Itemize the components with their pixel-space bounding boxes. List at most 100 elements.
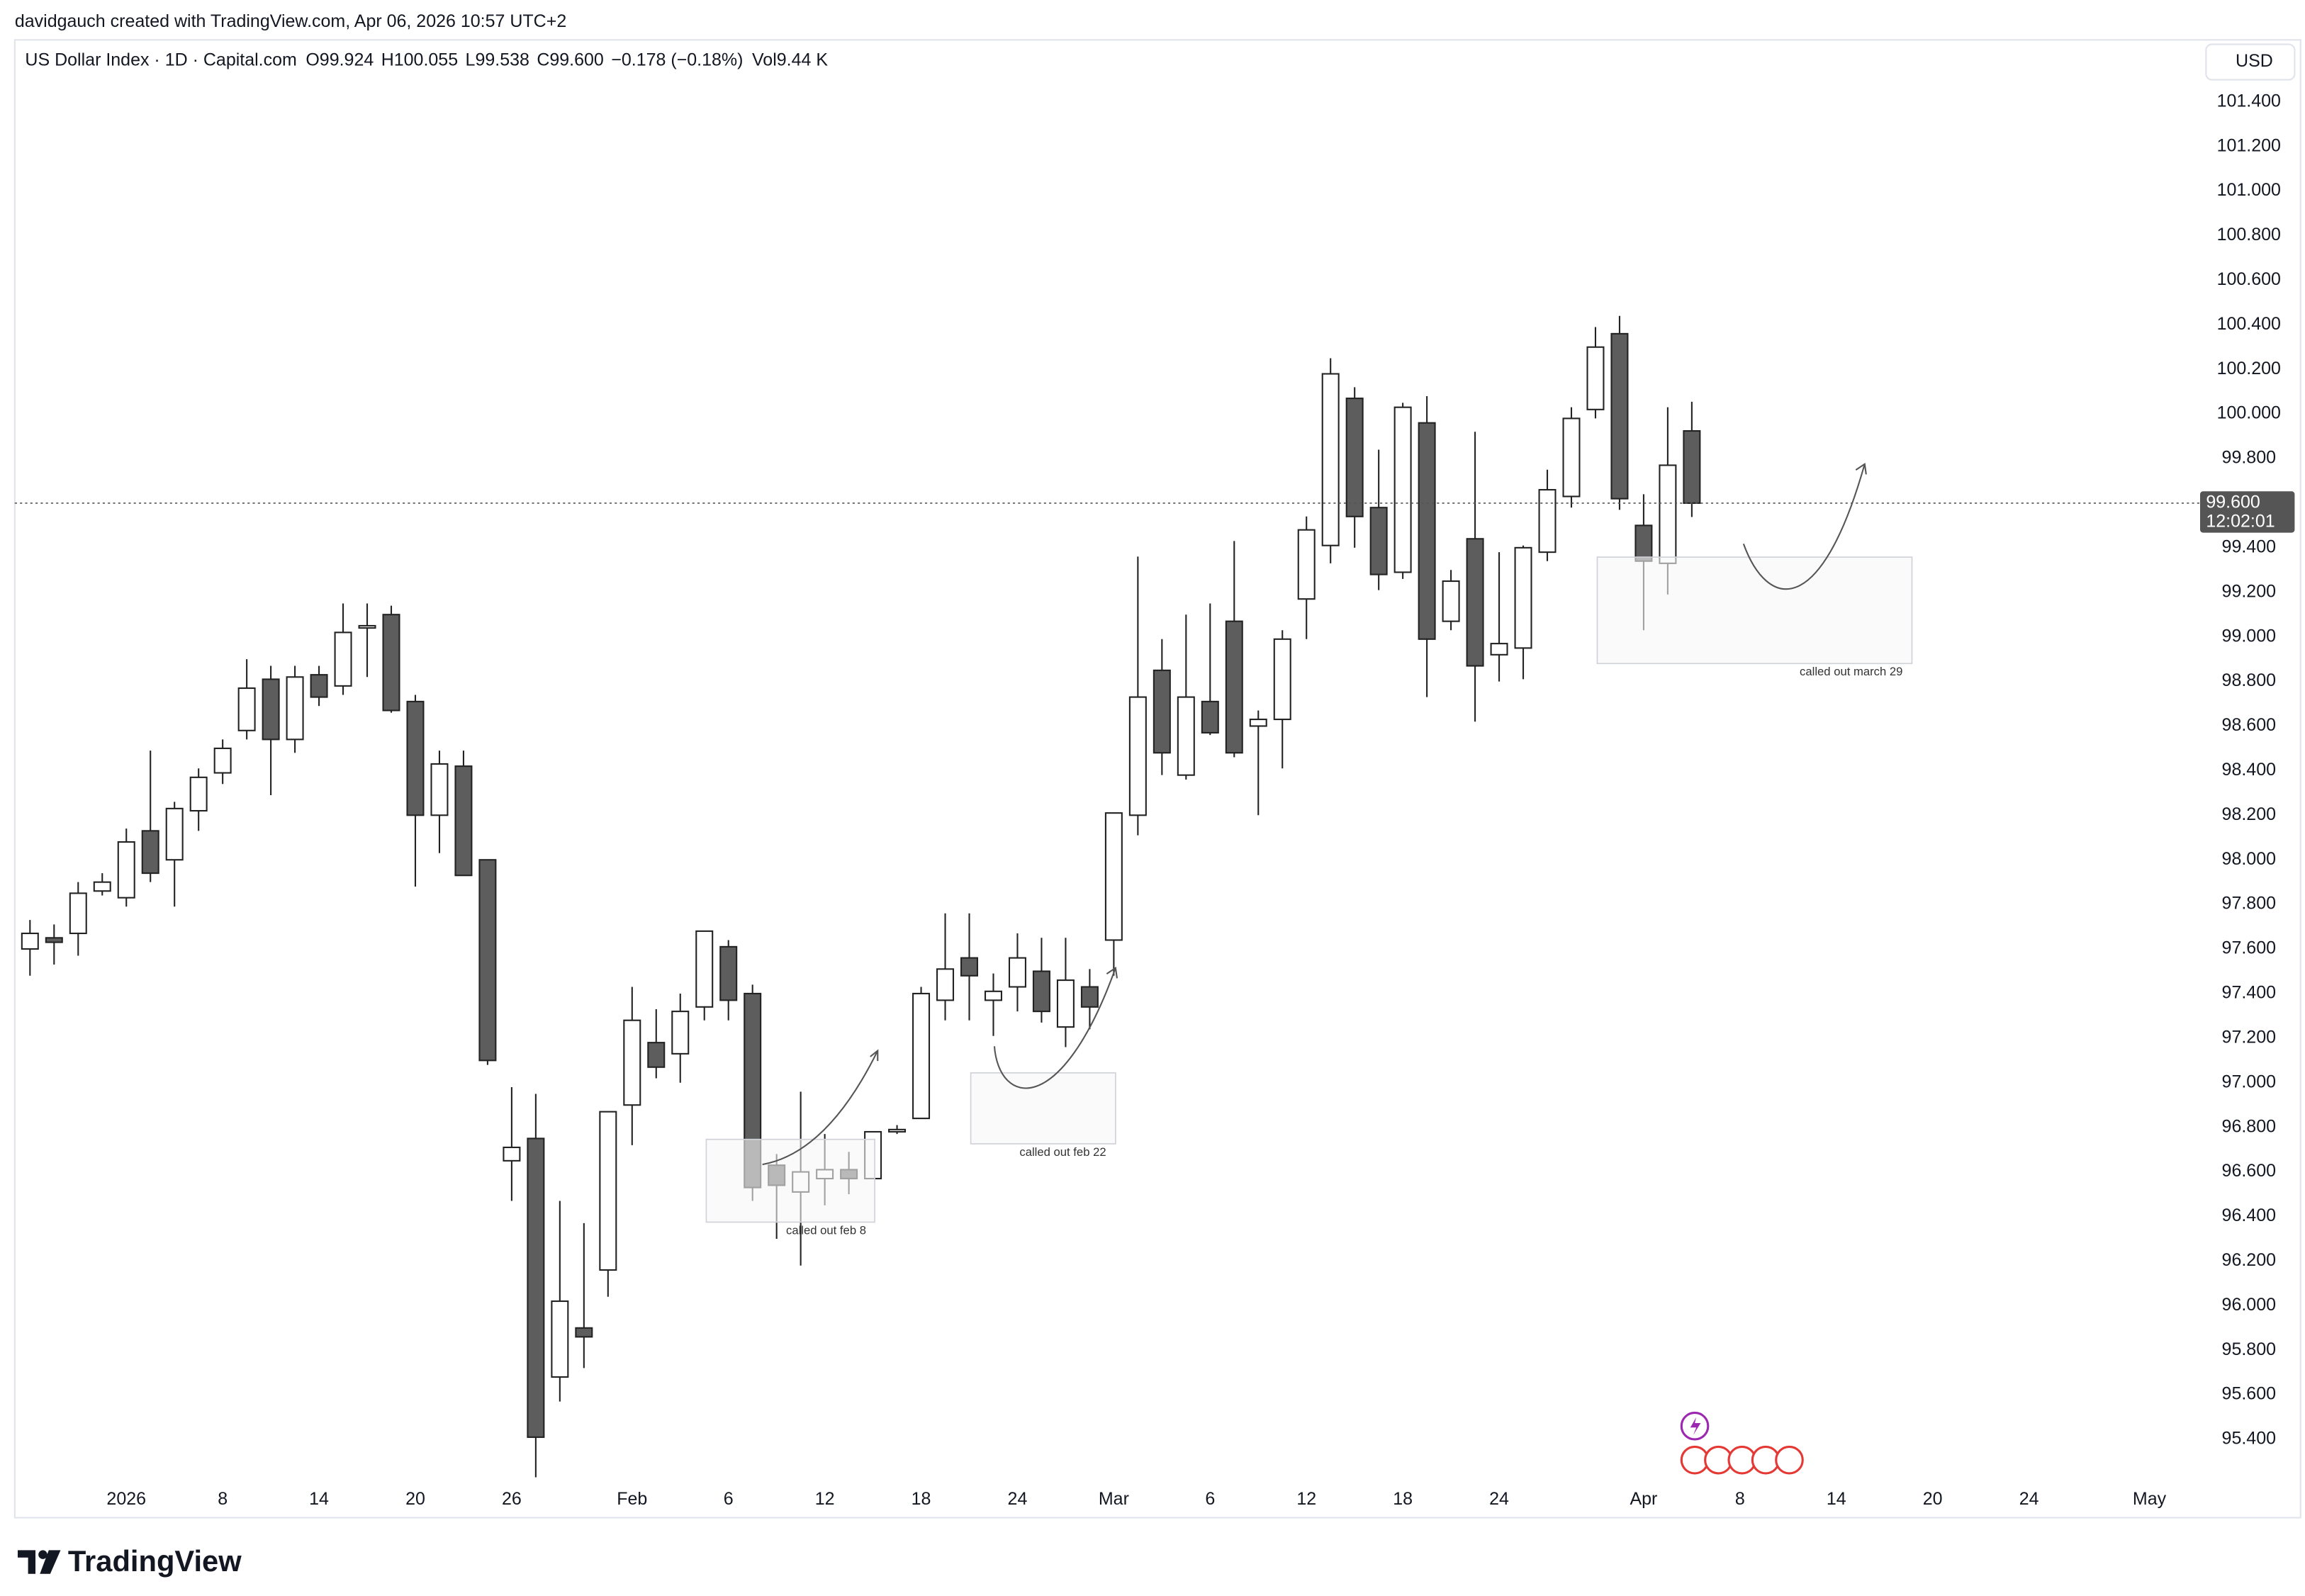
- candle-body: [623, 1019, 641, 1106]
- y-tick-label: 100.200: [2217, 359, 2281, 378]
- candle-body: [1321, 373, 1340, 546]
- y-tick-label: 98.200: [2222, 804, 2276, 824]
- candle-body: [93, 881, 111, 892]
- y-tick-label: 100.600: [2217, 269, 2281, 289]
- candle-body: [1201, 700, 1219, 734]
- y-tick-label: 97.000: [2222, 1072, 2276, 1091]
- candle-body: [1273, 638, 1291, 721]
- x-tick-label: 24: [1489, 1489, 1509, 1509]
- logo-mark: [18, 1550, 36, 1574]
- candle-body: [1104, 812, 1123, 941]
- candle-body: [1562, 417, 1581, 498]
- candle-body: [430, 763, 449, 816]
- price-label: 99.600: [2206, 493, 2260, 512]
- x-tick-label: 18: [1393, 1489, 1413, 1509]
- candle-body: [45, 937, 63, 943]
- y-tick-label: 99.200: [2222, 581, 2276, 601]
- brand: TradingView: [68, 1544, 242, 1578]
- candle-body: [141, 830, 159, 875]
- x-tick-label: 24: [1008, 1489, 1028, 1509]
- x-tick-label: 6: [724, 1489, 734, 1509]
- candle-body: [1610, 332, 1629, 500]
- candle-body: [671, 1011, 690, 1055]
- candle-body: [1080, 986, 1099, 1008]
- legend-value: 9.44 K: [777, 50, 829, 69]
- candle-body: [334, 631, 352, 687]
- annotation: called out feb 22: [1019, 1145, 1106, 1159]
- x-tick-label: 24: [2019, 1489, 2039, 1509]
- y-tick-label: 98.000: [2222, 849, 2276, 869]
- y-tick-label: 98.800: [2222, 670, 2276, 690]
- candle-body: [286, 676, 304, 741]
- logo-mark: [40, 1550, 61, 1574]
- y-tick-label: 100.800: [2217, 225, 2281, 245]
- candle-body: [575, 1327, 593, 1338]
- candle-body: [117, 841, 135, 899]
- currency-button[interactable]: [2205, 43, 2296, 81]
- y-tick-label: 96.000: [2222, 1295, 2276, 1315]
- candle-body: [1418, 422, 1436, 640]
- candle-body: [1032, 970, 1050, 1013]
- x-tick-label: 14: [1827, 1489, 1846, 1509]
- candle-body: [262, 678, 280, 741]
- candle-body: [213, 747, 232, 774]
- y-tick-label: 99.400: [2222, 536, 2276, 556]
- candle-body: [1225, 620, 1243, 754]
- y-tick-label: 95.800: [2222, 1339, 2276, 1359]
- annotation: called out feb 8: [786, 1223, 866, 1237]
- y-tick-label: 95.600: [2222, 1384, 2276, 1404]
- y-tick-label: 96.600: [2222, 1161, 2276, 1181]
- candle-body: [454, 765, 473, 877]
- price-countdown: 12:02:01: [2206, 512, 2275, 532]
- legend-value: 99.600: [549, 50, 603, 69]
- legend-label: C: [537, 50, 549, 69]
- candle-body: [1249, 719, 1267, 727]
- x-tick-label: May: [2133, 1489, 2167, 1509]
- legend-label: H: [381, 50, 394, 69]
- arrow-head: [870, 1049, 879, 1062]
- legend-value: 99.538: [475, 50, 529, 69]
- candle-body: [647, 1042, 666, 1068]
- candle-body: [1128, 696, 1147, 816]
- candle-body: [310, 674, 328, 698]
- candle-body: [21, 932, 39, 950]
- currency[interactable]: USD: [2236, 51, 2273, 71]
- y-tick-label: 95.400: [2222, 1429, 2276, 1449]
- y-tick-label: 101.400: [2217, 91, 2281, 111]
- y-tick-label: 101.000: [2217, 180, 2281, 200]
- legend-label: L: [466, 50, 476, 69]
- candle-body: [888, 1128, 907, 1133]
- candle-body: [1297, 529, 1316, 600]
- zone-box: [705, 1138, 875, 1223]
- y-tick-label: 101.200: [2217, 135, 2281, 155]
- x-tick-label: Mar: [1099, 1489, 1129, 1509]
- arrow: [993, 967, 1116, 1089]
- candle-body: [912, 992, 931, 1120]
- candle-body: [358, 624, 376, 629]
- y-tick-label: 98.600: [2222, 715, 2276, 735]
- candle-body: [527, 1137, 545, 1438]
- y-tick-label: 97.200: [2222, 1027, 2276, 1047]
- x-tick-label: 12: [815, 1489, 835, 1509]
- arrows: [762, 462, 1867, 1166]
- legend: US Dollar Index · 1D · Capital.com O99.92…: [25, 50, 828, 69]
- attribution: davidgauch created with TradingView.com,…: [15, 11, 566, 31]
- x-tick-label: 2026: [106, 1489, 146, 1509]
- arrow: [762, 1050, 879, 1166]
- candle-body: [960, 957, 979, 977]
- arrow-head: [1106, 967, 1118, 979]
- candle-body: [189, 776, 208, 812]
- candle-body: [1538, 489, 1557, 553]
- candle-body: [1659, 464, 1677, 564]
- x-tick-label: 18: [912, 1489, 931, 1509]
- y-tick-label: 98.400: [2222, 760, 2276, 780]
- legend-value: 100.055: [394, 50, 458, 69]
- price-label-box: [2199, 491, 2295, 533]
- y-tick-label: 100.400: [2217, 314, 2281, 334]
- y-tick-label: 99.800: [2222, 448, 2276, 468]
- x-tick-label: Apr: [1630, 1489, 1657, 1509]
- x-tick-label: 20: [405, 1489, 425, 1509]
- candle-body: [936, 968, 955, 1001]
